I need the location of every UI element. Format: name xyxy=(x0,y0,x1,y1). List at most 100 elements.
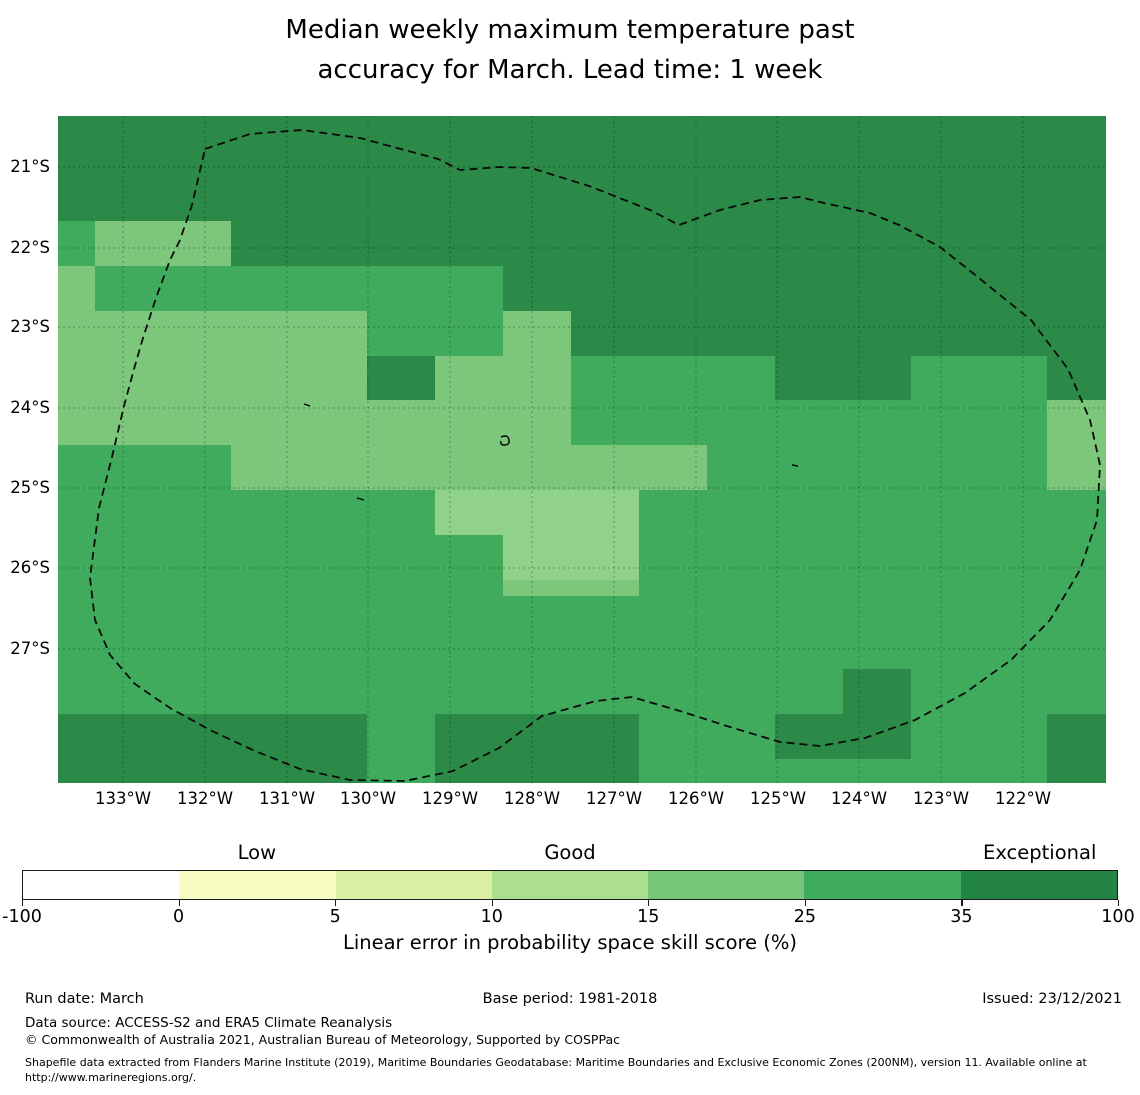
lon-tick-label: 124°W xyxy=(830,789,888,808)
heatmap-cell xyxy=(979,116,1047,131)
heatmap-cell xyxy=(231,759,299,783)
heatmap-cell xyxy=(163,400,231,445)
colorbar-zone-label: Exceptional xyxy=(983,841,1097,864)
heatmap-cell xyxy=(95,356,163,400)
heatmap-cell xyxy=(58,400,95,445)
heatmap-cell xyxy=(231,221,299,266)
heatmap-cell xyxy=(979,356,1047,400)
heatmap-cell xyxy=(639,580,707,596)
heatmap-cell xyxy=(911,580,979,596)
colorbar-zone-label: Good xyxy=(544,841,596,864)
heatmap-cell xyxy=(843,116,911,131)
heatmap-cell xyxy=(707,535,775,580)
heatmap-cell xyxy=(843,596,911,669)
heatmap-cell xyxy=(1047,490,1106,535)
heatmap-cell xyxy=(911,266,979,311)
heatmap-cell xyxy=(367,445,435,490)
heatmap-cell xyxy=(1047,535,1106,580)
heatmap-cell xyxy=(639,445,707,490)
heatmap-cell xyxy=(911,490,979,535)
heatmap-cell xyxy=(163,445,231,490)
heatmap-cell xyxy=(503,714,571,759)
heatmap-cell xyxy=(571,490,639,535)
heatmap-cell xyxy=(707,266,775,311)
lat-tick-label: 21°S xyxy=(10,157,50,176)
heatmap-cell xyxy=(571,311,639,356)
heatmap-cell xyxy=(367,221,435,266)
lat-lon-gridlines xyxy=(58,116,1106,783)
heatmap-cell xyxy=(571,221,639,266)
heatmap-cell xyxy=(163,356,231,400)
island-mark xyxy=(791,464,799,467)
heatmap-cell xyxy=(299,580,367,596)
island-mark xyxy=(500,435,510,446)
heatmap-cell xyxy=(503,669,571,714)
heatmap-cell xyxy=(707,311,775,356)
colorbar-tick-label: 15 xyxy=(637,907,660,927)
heatmap-cell xyxy=(843,490,911,535)
heatmap-cell xyxy=(163,759,231,783)
lon-tick-label: 130°W xyxy=(339,789,397,808)
heatmap-cell xyxy=(58,596,95,669)
lat-tick-label: 23°S xyxy=(10,317,50,336)
lon-tick-label: 131°W xyxy=(258,789,316,808)
lon-tick-label: 132°W xyxy=(176,789,234,808)
colorbar-caption: Linear error in probability space skill … xyxy=(342,931,798,954)
heatmap-cell xyxy=(979,266,1047,311)
heatmap-cell xyxy=(503,266,571,311)
heatmap-cell xyxy=(367,400,435,445)
heatmap-cell xyxy=(299,266,367,311)
heatmap-cell xyxy=(503,311,571,356)
colorbar-tick-label: 100 xyxy=(1101,907,1135,927)
colorbar-tick xyxy=(648,900,650,906)
heatmap-cell xyxy=(435,131,503,176)
lat-tick-label: 25°S xyxy=(10,478,50,497)
heatmap-cell xyxy=(571,356,639,400)
heatmap-cell xyxy=(571,266,639,311)
heatmap-cell xyxy=(163,131,231,176)
heatmap-cell xyxy=(95,266,163,311)
heatmap-cell xyxy=(979,490,1047,535)
heatmap-cell xyxy=(367,535,435,580)
heatmap-cell xyxy=(299,445,367,490)
heatmap-cell xyxy=(1047,400,1106,445)
colorbar-tick-label: 5 xyxy=(329,907,341,927)
heatmap-cell xyxy=(95,131,163,176)
island-mark xyxy=(303,403,311,407)
heatmap-cell xyxy=(1047,176,1106,221)
heatmap-cell xyxy=(299,356,367,400)
heatmap-cell xyxy=(707,176,775,221)
heatmap-cell xyxy=(775,266,843,311)
heatmap-cell xyxy=(503,131,571,176)
chart-title-line1: Median weekly maximum temperature past xyxy=(285,15,855,45)
heatmap-cell xyxy=(435,116,503,131)
heatmap-cell xyxy=(639,266,707,311)
heatmap-cell xyxy=(1047,356,1106,400)
colorbar-segment xyxy=(491,871,649,899)
heatmap-cell xyxy=(435,580,503,596)
heatmap-cell xyxy=(775,759,843,783)
heatmap-cell xyxy=(639,714,707,759)
heatmap-cell xyxy=(911,131,979,176)
heatmap-cell xyxy=(367,759,435,783)
colorbar-tick xyxy=(804,900,807,906)
heatmap-cell xyxy=(435,400,503,445)
heatmap-cell xyxy=(775,221,843,266)
heatmap-cell xyxy=(707,116,775,131)
heatmap-cell xyxy=(231,596,299,669)
lon-tick-label: 125°W xyxy=(749,789,807,808)
heatmap-cell xyxy=(707,131,775,176)
heatmap-cell xyxy=(367,311,435,356)
heatmap-cell xyxy=(299,714,367,759)
heatmap-cell xyxy=(571,131,639,176)
heatmap-cell xyxy=(843,311,911,356)
heatmap-cell xyxy=(58,714,95,759)
lat-tick-label: 24°S xyxy=(10,398,50,417)
heatmap-cell xyxy=(299,131,367,176)
heatmap-cell xyxy=(367,176,435,221)
heatmap-cell xyxy=(979,311,1047,356)
colorbar-zone-label: Low xyxy=(237,841,277,864)
heatmap-cell xyxy=(571,535,639,580)
heatmap-cell xyxy=(911,176,979,221)
heatmap-cell xyxy=(979,759,1047,783)
